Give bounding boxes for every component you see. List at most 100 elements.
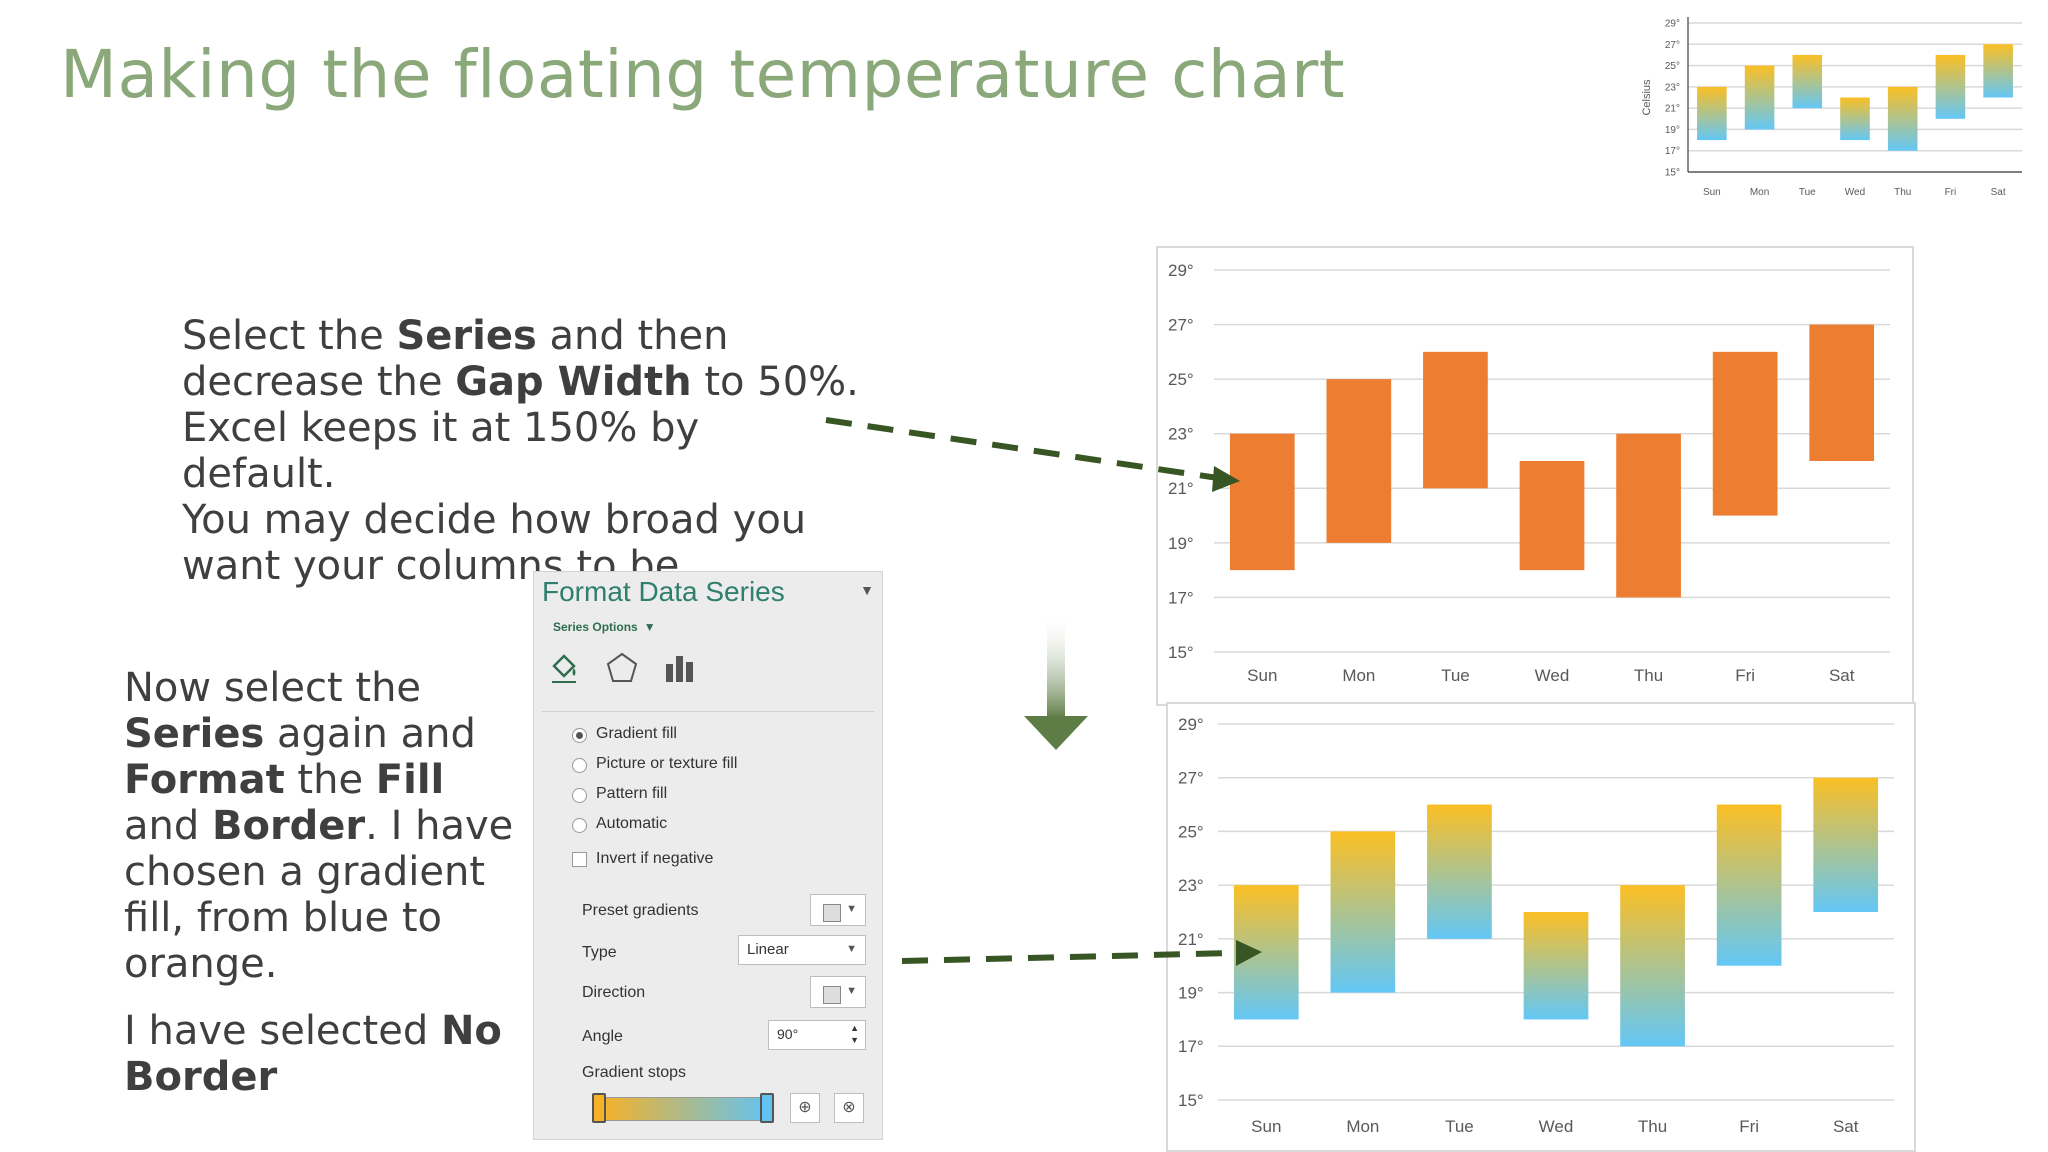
- bar-sun: [1233, 885, 1299, 1020]
- y-tick-label: 29°: [1168, 261, 1194, 280]
- x-tick-label: Thu: [1634, 666, 1663, 685]
- preset-swatch-icon: [823, 904, 841, 922]
- y-tick-label: 21°: [1665, 104, 1680, 115]
- gradient-fill-radio[interactable]: [572, 728, 587, 743]
- bar-sat: [1813, 777, 1879, 912]
- y-tick-label: 15°: [1665, 168, 1680, 179]
- y-axis-title: Celsius: [1641, 79, 1653, 116]
- preset-gradients-label: Preset gradients: [582, 902, 699, 919]
- invert-if-negative-label: Invert if negative: [596, 850, 714, 867]
- y-tick-label: 23°: [1665, 82, 1680, 93]
- instruction-paragraph-1: Select the Series and then decrease the …: [182, 313, 859, 589]
- y-tick-label: 17°: [1168, 588, 1194, 607]
- x-tick-label: Fri: [1739, 1117, 1759, 1136]
- preset-gradients-dropdown[interactable]: ▼: [810, 894, 866, 926]
- instruction-paragraph-3: I have selected No Border: [124, 1008, 502, 1100]
- pattern-fill-label: Pattern fill: [596, 785, 668, 802]
- gradient-stops-label: Gradient stops: [582, 1064, 687, 1081]
- x-tick-label: Sun: [1703, 187, 1721, 198]
- x-tick-label: Sat: [1991, 187, 2006, 198]
- x-tick-label: Mon: [1750, 187, 1769, 198]
- divider: [542, 711, 874, 712]
- pattern-fill-radio[interactable]: [572, 788, 587, 803]
- bar-wed: [1840, 97, 1870, 141]
- x-tick-label: Wed: [1535, 666, 1570, 685]
- y-tick-label: 25°: [1665, 61, 1680, 72]
- bar-tue: [1427, 804, 1492, 939]
- bar-sun: [1697, 86, 1727, 141]
- direction-dropdown[interactable]: ▼: [810, 976, 866, 1008]
- x-tick-label: Thu: [1894, 187, 1911, 198]
- x-tick-label: Sat: [1833, 1117, 1859, 1136]
- automatic-fill-label: Automatic: [596, 815, 668, 832]
- spinner-arrows-icon[interactable]: ▲ ▼: [850, 1023, 859, 1045]
- bar-mon: [1326, 379, 1392, 543]
- y-tick-label: 15°: [1168, 643, 1194, 662]
- y-tick-label: 15°: [1178, 1091, 1204, 1110]
- panel-icon-row: [546, 650, 866, 690]
- invert-if-negative-checkbox[interactable]: [572, 852, 587, 867]
- type-dropdown[interactable]: Linear ▼: [738, 935, 866, 965]
- format-data-series-panel: Format Data Series ▼ Series Options ▼ Gra…: [533, 571, 883, 1140]
- series-options-icon[interactable]: [662, 650, 698, 686]
- y-tick-label: 27°: [1665, 40, 1680, 51]
- panel-menu-caret-icon[interactable]: ▼: [860, 582, 874, 598]
- effects-icon[interactable]: [604, 650, 640, 686]
- series-options-dropdown[interactable]: Series Options ▼: [553, 620, 656, 634]
- bar-wed: [1523, 912, 1589, 1020]
- x-tick-label: Sun: [1247, 666, 1277, 685]
- x-tick-label: Thu: [1638, 1117, 1667, 1136]
- x-tick-label: Wed: [1539, 1117, 1574, 1136]
- y-tick-label: 17°: [1178, 1037, 1204, 1056]
- picture-fill-label: Picture or texture fill: [596, 755, 738, 772]
- add-gradient-stop-button[interactable]: ⊕: [790, 1093, 820, 1123]
- gradient-stops-bar[interactable]: [598, 1097, 770, 1121]
- bar-mon: [1330, 831, 1396, 993]
- orange-floating-chart: 15° 17° 19° 21° 23° 25° 27° 29° Sun Mon Tue Wed Thu F…: [1168, 261, 1890, 685]
- y-tick-label: 19°: [1178, 984, 1204, 1003]
- bar-thu: [1887, 86, 1918, 151]
- panel-title: Format Data Series: [542, 576, 785, 607]
- y-tick-label: 29°: [1178, 715, 1204, 734]
- y-tick-label: 29°: [1665, 19, 1680, 30]
- x-tick-label: Fri: [1735, 666, 1755, 685]
- x-tick-label: Sun: [1251, 1117, 1281, 1136]
- x-tick-label: Fri: [1945, 187, 1957, 198]
- thumbnail-chart: 15° 17° 19° 21° 23° 25° 27° 29° Sun Mon Tue Wed Thu F…: [1641, 17, 2022, 198]
- bar-tue: [1423, 351, 1488, 489]
- bar-wed: [1519, 461, 1585, 571]
- gradient-stop-handle-blue[interactable]: [760, 1093, 774, 1123]
- picture-fill-radio[interactable]: [572, 758, 587, 773]
- bar-fri: [1716, 804, 1782, 966]
- y-tick-label: 19°: [1665, 125, 1680, 136]
- y-tick-label: 17°: [1665, 146, 1680, 157]
- x-tick-label: Wed: [1845, 187, 1865, 198]
- gradient-floating-chart: 15° 17° 19° 21° 23° 25° 27° 29° Sun Mon Tue Wed Thu F…: [1178, 715, 1894, 1136]
- y-tick-label: 25°: [1178, 822, 1204, 841]
- bar-sun: [1229, 433, 1295, 571]
- y-tick-label: 23°: [1168, 425, 1194, 444]
- direction-swatch-icon: [823, 986, 841, 1004]
- y-tick-label: 21°: [1168, 479, 1194, 498]
- x-tick-label: Mon: [1346, 1117, 1379, 1136]
- y-tick-label: 27°: [1168, 316, 1194, 335]
- bar-fri: [1712, 351, 1778, 516]
- bar-sat: [1983, 44, 2013, 98]
- x-tick-label: Tue: [1441, 666, 1470, 685]
- y-tick-label: 23°: [1178, 876, 1204, 895]
- fill-line-icon[interactable]: [546, 650, 582, 686]
- bar-fri: [1935, 54, 1966, 119]
- page-title: Making the floating temperature chart: [60, 36, 1346, 113]
- angle-spinner[interactable]: 90° ▲ ▼: [768, 1020, 866, 1050]
- remove-gradient-stop-button[interactable]: ⊗: [834, 1093, 864, 1123]
- direction-label: Direction: [582, 984, 646, 1001]
- down-arrow-icon: [1024, 610, 1088, 750]
- type-label: Type: [582, 944, 617, 961]
- y-tick-label: 25°: [1168, 370, 1194, 389]
- y-tick-label: 27°: [1178, 769, 1204, 788]
- x-tick-label: Mon: [1342, 666, 1375, 685]
- bar-sat: [1809, 324, 1875, 461]
- gradient-stop-handle-orange[interactable]: [592, 1093, 606, 1123]
- y-tick-label: 19°: [1168, 534, 1194, 553]
- automatic-fill-radio[interactable]: [572, 818, 587, 833]
